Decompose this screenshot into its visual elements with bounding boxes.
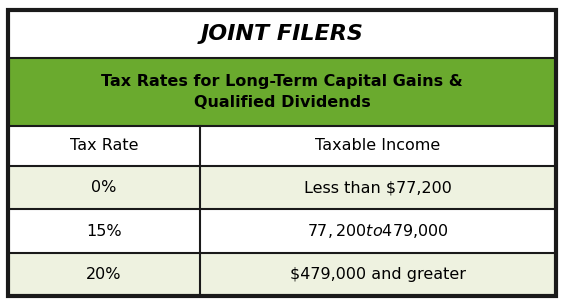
Text: 0%: 0% [91,180,117,195]
Text: Taxable Income: Taxable Income [315,139,440,154]
Text: Less than $77,200: Less than $77,200 [304,180,452,195]
Text: 20%: 20% [86,267,122,282]
Text: $479,000 and greater: $479,000 and greater [290,267,466,282]
Text: Tax Rate: Tax Rate [69,139,138,154]
Bar [8,209,556,253]
Text: Tax Rates for Long-Term Capital Gains &
Qualified Dividends: Tax Rates for Long-Term Capital Gains & … [101,74,463,110]
Text: JOINT FILERS: JOINT FILERS [201,24,363,44]
Bar [8,166,556,209]
Bar [8,253,556,296]
Text: $77,200 to $479,000: $77,200 to $479,000 [307,222,449,240]
Text: 15%: 15% [86,223,122,238]
Bar [8,10,556,58]
Bar [8,126,556,166]
Bar [8,58,556,126]
